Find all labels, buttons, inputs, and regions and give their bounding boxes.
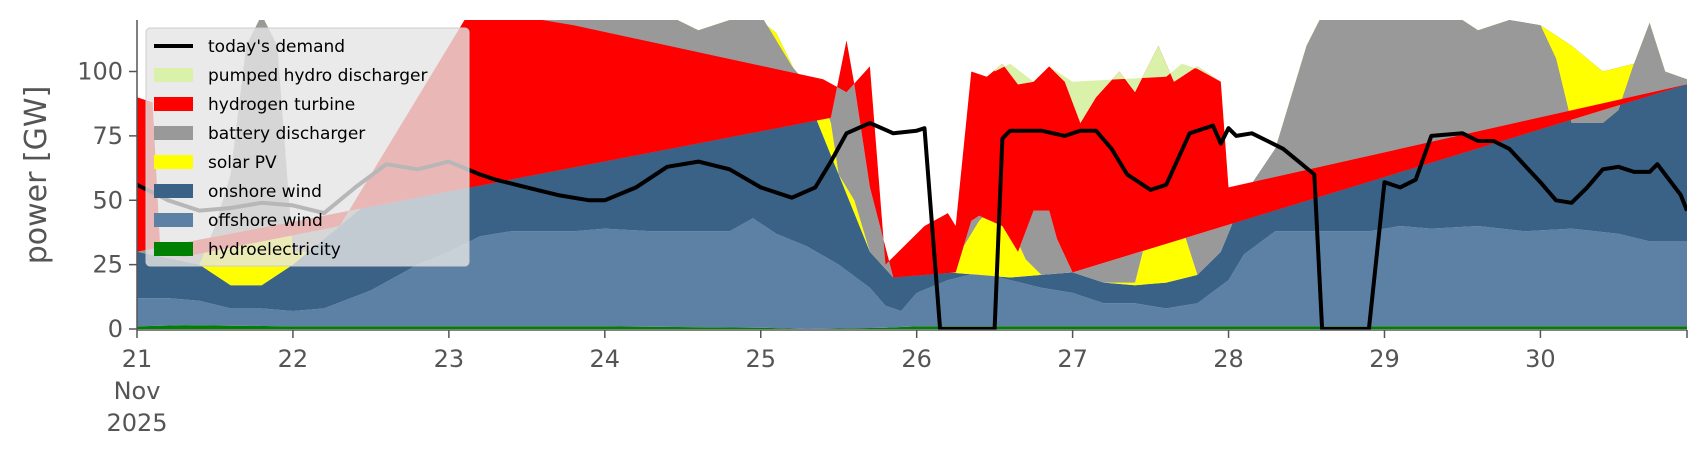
- y-tick-label: 50: [92, 186, 123, 214]
- legend-label: hydroelectricity: [208, 240, 341, 260]
- legend: today's demand pumped hydro discharger hyd…: [145, 27, 470, 267]
- demand-line: [137, 121, 1687, 330]
- x-tick-label: 22: [278, 345, 309, 373]
- legend-swatch: [154, 126, 193, 140]
- x-tick-label: 28: [1213, 345, 1244, 373]
- x-tick-label: 21 Nov 2025: [106, 345, 167, 437]
- area-series-group: [137, 20, 1687, 329]
- legend-label: offshore wind: [208, 211, 323, 231]
- demand-line-group: [137, 121, 1687, 330]
- legend-swatch: [154, 68, 193, 82]
- legend-swatch: [154, 97, 193, 111]
- legend-label: solar PV: [208, 153, 277, 173]
- legend-label: battery discharger: [208, 124, 365, 144]
- x-tick-label: 24: [590, 345, 621, 373]
- y-tick-label: 25: [92, 251, 123, 279]
- legend-label: today's demand: [208, 37, 345, 57]
- legend-box: [145, 27, 470, 267]
- axes-group: 0 25 50 75 100 21 Nov 2025 22 23 24 25 26 27 28 29 30: [77, 20, 1688, 437]
- area-hydroelectricity: [137, 325, 1687, 329]
- x-tick-label: 26: [901, 345, 932, 373]
- x-tick-label: 30: [1525, 345, 1556, 373]
- legend-label: pumped hydro discharger: [208, 66, 427, 86]
- x-tick-label: 27: [1057, 345, 1088, 373]
- x-tick-label: 29: [1369, 345, 1400, 373]
- area-hydrogen_turbine: [137, 20, 1687, 278]
- legend-swatch: [154, 242, 193, 256]
- y-tick-label: 75: [92, 122, 123, 150]
- area-pumped_hydro_discharger: [994, 45, 1221, 123]
- legend-swatch: [154, 213, 193, 227]
- x-tick-label: 25: [745, 345, 776, 373]
- y-tick-label: 100: [77, 58, 123, 86]
- x-tick-label: 23: [434, 345, 465, 373]
- area-offshore_wind: [137, 218, 1687, 329]
- legend-label: hydrogen turbine: [208, 95, 355, 115]
- legend-label: onshore wind: [208, 182, 322, 202]
- y-tick-label: 0: [108, 315, 123, 343]
- legend-swatch: [154, 184, 193, 198]
- y-axis-title: power [GW]: [19, 86, 54, 265]
- legend-swatch: [154, 155, 193, 169]
